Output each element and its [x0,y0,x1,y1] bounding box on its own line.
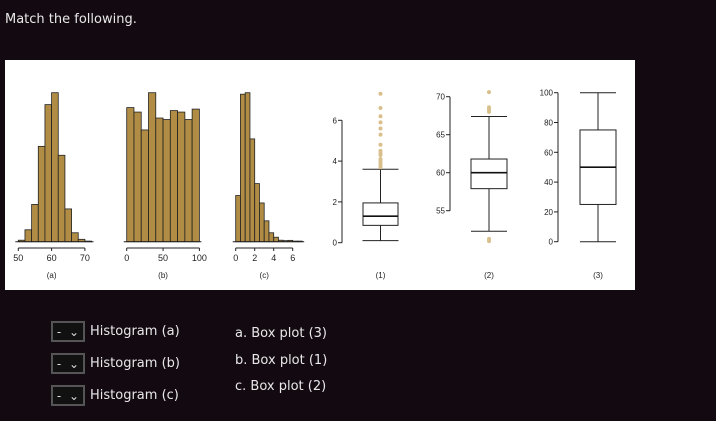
outlier-point [378,91,383,96]
x-tick-label: 0 [124,253,129,263]
question-title: Match the following. [5,12,137,27]
x-tick-label: 70 [80,253,90,263]
option-c: c. Box plot (2) [235,379,327,394]
histogram-label: (c) [260,271,270,280]
y-tick-label: 4 [333,157,338,166]
histogram-bar [133,111,142,243]
question-label: Histogram (a) [90,324,180,339]
y-tick-label: 40 [544,178,553,187]
question-label: Histogram (c) [90,388,179,403]
histogram-label: (b) [158,271,168,280]
histogram-label: (a) [47,271,57,280]
outlier-point [378,148,383,153]
histogram-bar [44,104,52,243]
outlier-point [378,120,383,125]
option-b: b. Box plot (1) [235,353,328,368]
histogram-bar [169,110,178,243]
x-tick-label: 0 [233,253,238,263]
histogram-bar [273,236,279,243]
figure: 50 60 70 (a) 0 50 100 (b) 0 2 4 6 (c) 0 2 4 6 (1) 55 60 65 70… [5,60,635,290]
boxplot-label: (3) [593,271,603,280]
histogram-bar [148,92,157,243]
histogram-bar [254,183,260,243]
outlier-point [378,157,383,162]
histogram-bar [126,107,135,243]
y-tick-label: 6 [333,116,338,125]
select-value: - [56,388,62,403]
outlier-point [378,126,383,131]
chevron-down-icon: ⌄ [69,388,80,403]
match-select-a[interactable]: - ⌄ [51,321,85,342]
match-row-a: - ⌄ Histogram (a) [51,321,180,342]
outlier-point [487,236,491,241]
match-row-b: - ⌄ Histogram (b) [51,353,180,374]
x-tick-label: 100 [192,253,207,263]
y-tick-label: 65 [436,131,445,140]
x-tick-label: 60 [47,253,57,263]
histogram-bar [235,195,241,243]
histogram-bar [140,129,149,243]
y-tick-label: 80 [544,119,553,128]
y-tick-label: 55 [436,207,445,216]
histogram-bar [191,108,200,243]
histogram-bar [37,145,46,243]
chevron-down-icon: ⌄ [69,324,80,339]
histogram-bar [64,208,72,243]
histogram-bar [57,154,66,243]
histogram-bar [259,202,265,243]
boxplot-label: (1) [376,271,386,280]
outlier-point [378,106,383,111]
histogram-bar [31,204,39,243]
option-a: a. Box plot (3) [235,326,327,341]
histogram-bar [184,119,193,243]
match-select-c[interactable]: - ⌄ [51,385,85,406]
question-label: Histogram (b) [90,356,180,371]
y-tick-label: 60 [436,169,445,178]
chevron-down-icon: ⌄ [69,356,80,371]
box [470,158,508,190]
histogram-bar [240,93,246,243]
histogram-bar [263,220,270,243]
histogram-bar [24,229,33,243]
select-value: - [56,324,62,339]
histogram-bar [51,92,59,243]
x-tick-label: 4 [271,253,276,263]
y-tick-label: 0 [333,239,338,248]
boxplot-label: (2) [484,271,494,280]
histogram-bar [268,232,275,243]
y-tick-label: 0 [549,238,554,247]
histogram-bar [244,92,251,243]
histogram-bar [71,232,79,243]
outlier-point [378,114,383,119]
y-tick-label: 70 [436,93,445,102]
x-tick-label: 50 [158,253,168,263]
x-tick-label: 50 [13,253,23,263]
histogram-bar [177,111,186,243]
match-select-b[interactable]: - ⌄ [51,353,85,374]
x-tick-label: 2 [252,253,257,263]
y-tick-label: 20 [544,208,553,217]
outlier-point [378,132,383,137]
histogram-bar [155,117,164,243]
outlier-point [487,90,491,95]
histogram-bar [249,138,256,243]
outlier-point [487,105,491,110]
histogram-bar [162,119,171,243]
outlier-point [378,142,383,147]
box [362,202,399,226]
select-value: - [56,356,62,371]
y-tick-label: 60 [544,148,553,157]
y-tick-label: 100 [540,89,554,98]
match-row-c: - ⌄ Histogram (c) [51,385,179,406]
y-tick-label: 2 [333,198,338,207]
x-tick-label: 6 [290,253,295,263]
